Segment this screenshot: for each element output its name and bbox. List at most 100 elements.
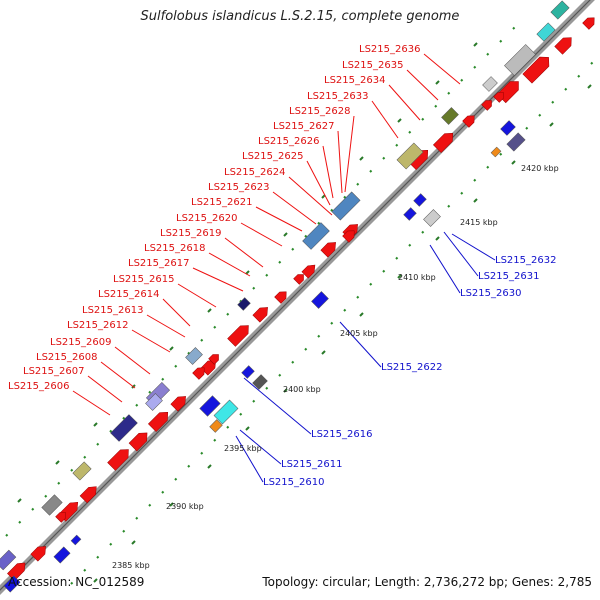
leader-line bbox=[406, 69, 439, 101]
tick-mark bbox=[408, 130, 412, 134]
feature-block bbox=[41, 494, 63, 516]
tick-mark bbox=[70, 581, 74, 585]
tick-mark bbox=[564, 87, 568, 91]
tick-mark bbox=[213, 325, 217, 329]
gene-label: LS215_2621 bbox=[191, 197, 252, 208]
reverse-feature bbox=[209, 419, 223, 433]
tick-mark bbox=[291, 247, 295, 251]
gene-label: LS215_2635 bbox=[342, 60, 403, 71]
reverse-feature bbox=[252, 374, 268, 390]
reverse-feature bbox=[53, 546, 71, 564]
cds-arrow bbox=[227, 325, 249, 347]
leader-line bbox=[388, 84, 421, 121]
gene-arrow bbox=[432, 132, 454, 154]
tick-mark bbox=[283, 232, 288, 237]
leader-line bbox=[114, 346, 151, 375]
tick-mark bbox=[304, 347, 308, 351]
tick-mark bbox=[44, 494, 48, 498]
gene-label: LS215_2630 bbox=[460, 288, 521, 299]
tick-mark bbox=[169, 502, 174, 507]
gene-block bbox=[403, 207, 417, 221]
cds-arrow bbox=[432, 132, 454, 154]
leader-line bbox=[192, 267, 244, 292]
gene-block bbox=[145, 393, 163, 411]
reverse-feature bbox=[3, 575, 21, 593]
feature-block bbox=[504, 44, 536, 76]
tick-mark bbox=[148, 390, 152, 394]
gene-label: LS215_2622 bbox=[381, 362, 442, 373]
leader-line bbox=[429, 244, 461, 294]
gene-arrow bbox=[55, 512, 66, 523]
tick-mark bbox=[421, 117, 425, 121]
leader-line bbox=[339, 321, 382, 368]
tick-mark bbox=[549, 122, 554, 127]
gene-arrow bbox=[301, 264, 316, 279]
cds-arrow bbox=[342, 230, 355, 243]
reverse-feature bbox=[423, 209, 441, 227]
scale-label: 2390 kbp bbox=[166, 502, 204, 511]
gene-arrow bbox=[274, 291, 287, 304]
reverse-feature bbox=[241, 365, 255, 379]
tick-mark bbox=[382, 269, 386, 273]
tick-mark bbox=[577, 74, 581, 78]
tick-mark bbox=[499, 152, 503, 156]
tick-mark bbox=[245, 426, 250, 431]
gene-label: LS215_2618 bbox=[144, 243, 205, 254]
tick-mark bbox=[435, 80, 440, 85]
gene-label: LS215_2633 bbox=[307, 91, 368, 102]
feature-block bbox=[145, 393, 163, 411]
reverse-feature bbox=[413, 193, 427, 207]
tick-mark bbox=[93, 578, 98, 583]
tick-mark bbox=[343, 195, 347, 199]
gene-arrow bbox=[293, 274, 304, 285]
tick-mark bbox=[174, 364, 178, 368]
tick-mark bbox=[382, 156, 386, 160]
gene-label: LS215_2606 bbox=[8, 381, 69, 392]
tick-mark bbox=[83, 568, 87, 572]
feature-block bbox=[331, 191, 361, 221]
tick-mark bbox=[434, 104, 438, 108]
tick-mark bbox=[447, 204, 451, 208]
tick-mark bbox=[317, 334, 321, 338]
tick-mark bbox=[93, 422, 98, 427]
tick-mark bbox=[122, 529, 126, 533]
tick-mark bbox=[252, 399, 256, 403]
tick-mark bbox=[239, 412, 243, 416]
tick-mark bbox=[359, 312, 364, 317]
accession-label: Accession: NC_012589 bbox=[8, 575, 145, 589]
tick-mark bbox=[460, 191, 464, 195]
gene-block bbox=[213, 399, 239, 425]
leader-line bbox=[337, 130, 343, 194]
cds-arrow bbox=[301, 264, 316, 279]
gene-arrow bbox=[30, 546, 46, 562]
leader-line bbox=[177, 283, 217, 308]
tick-mark bbox=[135, 403, 139, 407]
gene-block bbox=[441, 107, 459, 125]
gene-block bbox=[506, 132, 526, 152]
leader-line bbox=[87, 375, 123, 403]
gene-arrow bbox=[462, 115, 475, 128]
tick-mark bbox=[265, 273, 269, 277]
gene-block bbox=[70, 534, 82, 546]
tick-marks bbox=[5, 26, 594, 585]
feature-block bbox=[482, 76, 498, 92]
tick-mark bbox=[207, 308, 212, 313]
gene-arrow bbox=[208, 354, 219, 365]
tick-mark bbox=[356, 182, 360, 186]
tick-mark bbox=[161, 377, 165, 381]
feature-block bbox=[396, 142, 424, 170]
feature-block bbox=[110, 414, 138, 442]
gene-label: LS215_2634 bbox=[324, 75, 385, 86]
gene-arrow bbox=[200, 360, 216, 376]
cds-arrow bbox=[293, 274, 304, 285]
gene-block bbox=[185, 347, 203, 365]
cds-arrow bbox=[481, 100, 492, 111]
tick-mark bbox=[473, 198, 478, 203]
feature-block bbox=[72, 461, 92, 481]
reverse-feature bbox=[500, 120, 516, 136]
feature-block bbox=[536, 22, 556, 42]
tick-mark bbox=[96, 442, 100, 446]
tick-mark bbox=[321, 350, 326, 355]
gene-block bbox=[302, 222, 330, 250]
